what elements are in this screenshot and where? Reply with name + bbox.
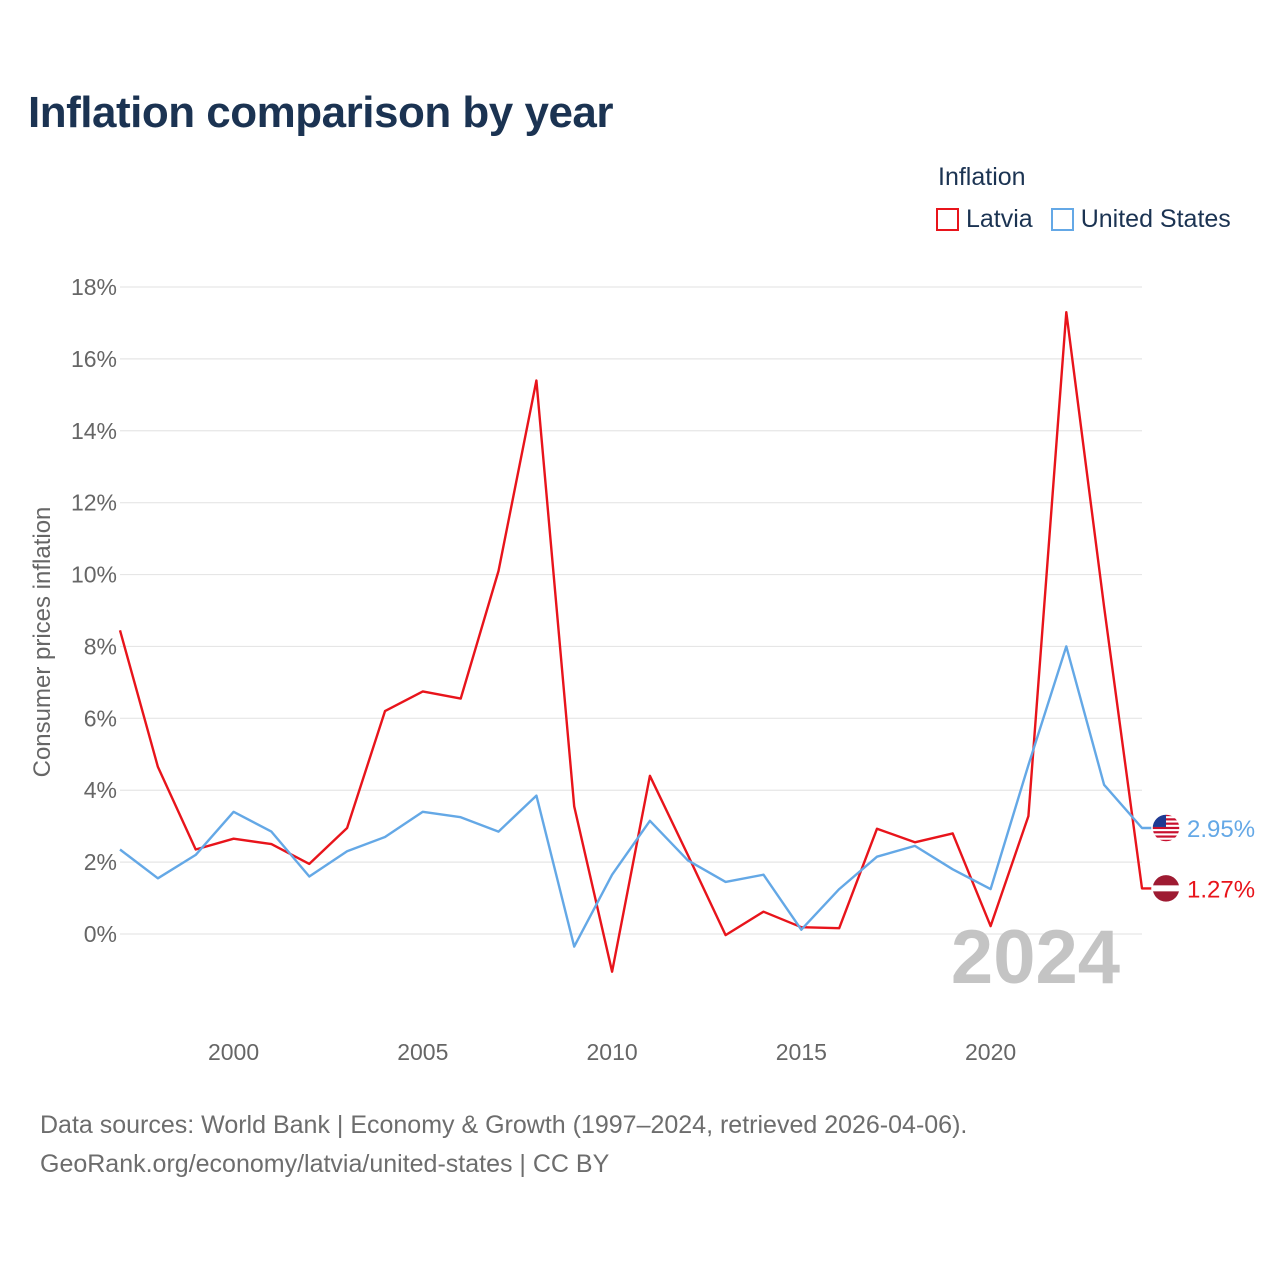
legend-title: Inflation [938, 163, 1026, 191]
y-tick-label: 4% [84, 777, 117, 803]
y-axis-ticks: 0% 2% 4% 6% 8% 10% 12% 14% 16% 18% [71, 274, 117, 947]
x-tick-label: 2000 [208, 1039, 259, 1065]
footer-sources: Data sources: World Bank | Economy & Gro… [40, 1111, 968, 1139]
x-tick-label: 2005 [397, 1039, 448, 1065]
series-lines [118, 311, 1156, 973]
end-value-label-latvia: 1.27% [1187, 876, 1255, 903]
flag-stripe [1152, 835, 1180, 838]
flag-stripe [1152, 826, 1180, 830]
gridlines [120, 286, 1142, 935]
y-tick-label: 8% [84, 633, 117, 659]
legend-label-latvia: Latvia [966, 205, 1033, 233]
flag-stripe [1152, 831, 1180, 834]
y-tick-label: 18% [71, 274, 117, 300]
legend-swatch-united-states [1050, 208, 1074, 231]
x-tick-label: 2015 [776, 1039, 827, 1065]
legend: Latvia United States [936, 205, 1249, 234]
x-tick-label: 2020 [965, 1039, 1016, 1065]
y-tick-label: 2% [84, 849, 117, 875]
x-axis-ticks: 2000 2005 2010 2015 2020 [208, 1039, 1016, 1065]
flag-canton [1152, 813, 1166, 827]
y-tick-label: 16% [71, 346, 117, 372]
y-tick-label: 0% [84, 921, 117, 947]
current-year-label: 2024 [951, 915, 1120, 1000]
y-tick-label: 6% [84, 705, 117, 731]
united-states-flag-icon [1151, 813, 1181, 843]
legend-swatch-latvia [936, 208, 959, 231]
latvia-flag-icon [1151, 873, 1181, 904]
footer: Data sources: World Bank | Economy & Gro… [40, 1106, 967, 1184]
series-line-united-states [119, 645, 1156, 948]
page-title: Inflation comparison by year [28, 88, 614, 137]
y-tick-label: 12% [71, 490, 117, 516]
legend-item-united-states[interactable]: United States [1050, 205, 1231, 234]
y-tick-label: 10% [71, 562, 117, 588]
series-line-latvia [118, 311, 1156, 973]
footer-link[interactable]: GeoRank.org/economy/latvia/united-states… [40, 1150, 610, 1178]
flag-stripe [1152, 885, 1180, 892]
flag-stripe [1152, 839, 1180, 842]
legend-label-united-states: United States [1080, 205, 1231, 233]
y-tick-label: 14% [71, 418, 117, 444]
flag-ring [1151, 813, 1181, 843]
end-markers: 1.27% 2.95% [1151, 813, 1255, 903]
end-value-label-united-states: 2.95% [1187, 816, 1255, 843]
y-axis-label: Consumer prices inflation [29, 507, 56, 778]
flag-ring [1151, 873, 1181, 904]
x-tick-label: 2010 [586, 1039, 637, 1065]
legend-item-latvia[interactable]: Latvia [936, 205, 1033, 234]
